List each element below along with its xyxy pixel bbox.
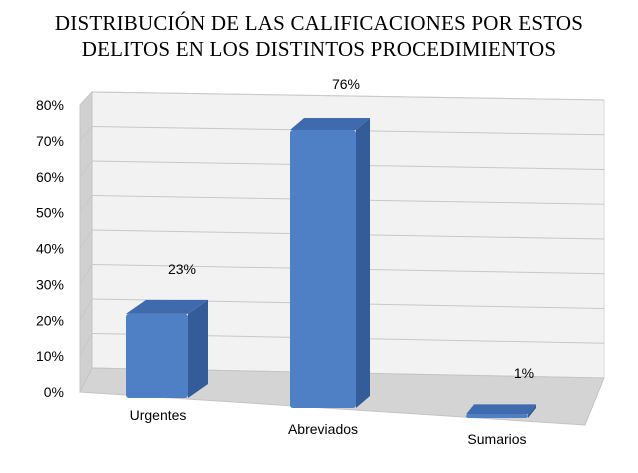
bar-side [528, 404, 536, 418]
side-gridline [79, 126, 93, 142]
chart-title: DISTRIBUCIÓN DE LAS CALIFICACIONES POR E… [0, 10, 638, 62]
y-tick-label: 50% [36, 205, 64, 221]
bar [290, 130, 356, 408]
side-gridline [79, 229, 93, 249]
y-tick-label: 30% [36, 276, 64, 292]
data-label: 76% [332, 76, 360, 92]
chart-title-line-2: DELITOS EN LOS DISTINTOS PROCEDIMIENTOS [81, 37, 557, 61]
bar-side [188, 299, 208, 398]
bar-top [126, 299, 208, 314]
y-tick-label: 60% [36, 169, 64, 185]
y-tick-label: 10% [36, 348, 64, 364]
gridline [91, 91, 605, 101]
side-gridline [79, 91, 93, 106]
bar-side [356, 118, 370, 408]
side-wall [79, 90, 93, 393]
bar [126, 313, 188, 398]
chart-title-line-1: DISTRIBUCIÓN DE LAS CALIFICACIONES POR E… [54, 11, 584, 35]
bar [466, 414, 528, 418]
category-label: Abreviados [288, 421, 358, 437]
y-tick-label: 20% [36, 312, 64, 328]
y-tick-label: 70% [36, 133, 64, 149]
y-tick-label: 80% [36, 97, 64, 113]
data-label: 1% [514, 365, 534, 381]
side-gridline [79, 298, 93, 321]
data-label: 23% [168, 261, 196, 277]
bar-top [466, 404, 536, 415]
side-gridline [79, 333, 93, 357]
category-label: Sumarios [467, 431, 526, 447]
side-gridline [79, 264, 93, 285]
bar-top [290, 118, 370, 130]
y-tick-label: 40% [36, 241, 64, 257]
y-tick-label: 0% [44, 384, 64, 400]
side-gridline [79, 195, 93, 213]
category-label: Urgentes [130, 407, 187, 423]
side-gridline [79, 160, 93, 178]
